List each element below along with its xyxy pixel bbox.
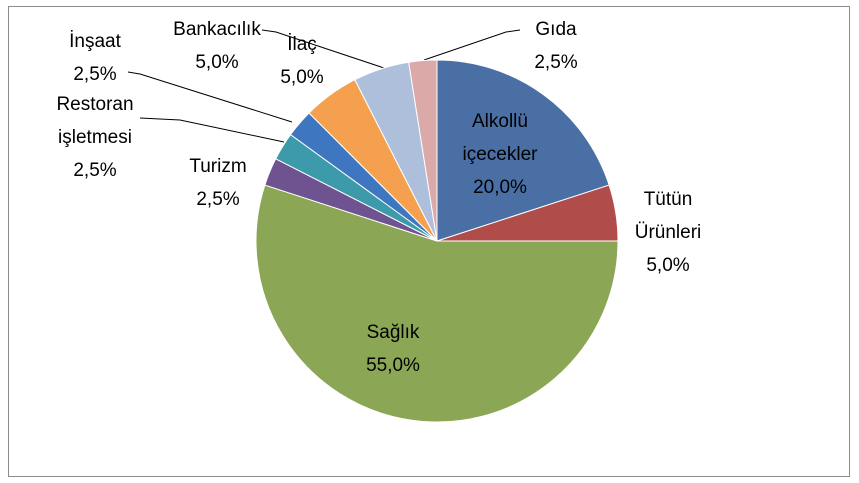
leader-line [423, 29, 521, 61]
slice-label: İlaç [287, 34, 317, 55]
leader-line [139, 117, 285, 143]
slice-label: Bankacılık [173, 19, 261, 40]
leader-line [127, 71, 293, 123]
slice-value-label: 2,5% [534, 52, 577, 73]
slice-value-label: 2,5% [73, 160, 116, 181]
slice-value-label: 2,5% [196, 189, 239, 210]
slice-value-label: 5,0% [646, 255, 689, 276]
slice-value-label: 5,0% [195, 52, 238, 73]
pie-slice [408, 59, 438, 242]
slice-label: Alkollü içecekler [463, 111, 539, 165]
slice-label: İnşaat [69, 31, 121, 52]
slice-value-label: 2,5% [73, 64, 116, 85]
slice-label: Restoran işletmesi [56, 94, 133, 148]
slice-label: Turizm [189, 156, 246, 177]
slice-value-label: 5,0% [280, 67, 323, 88]
pie-slice [436, 59, 610, 242]
slice-label: Sağlık [367, 322, 420, 343]
slice-label: Tütün Ürünleri [635, 189, 702, 243]
leader-line [261, 29, 385, 69]
slice-label: Gıda [535, 19, 577, 40]
slice-value-label: 55,0% [366, 355, 420, 376]
slice-value-label: 20,0% [473, 177, 527, 198]
pie-slice [255, 184, 619, 423]
